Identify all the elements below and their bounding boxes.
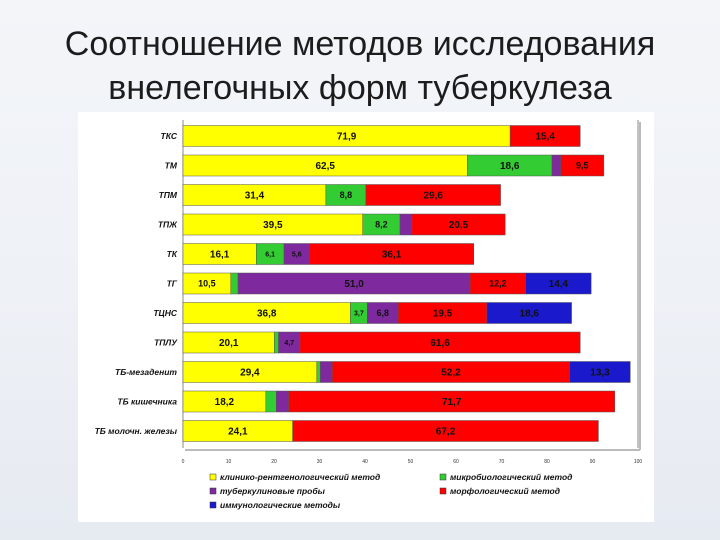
- data-label: 12,2: [489, 279, 507, 289]
- data-label: 10,5: [198, 279, 216, 289]
- legend-label: клинико-рентгенологический метод: [220, 472, 380, 482]
- bar-segment: [288, 390, 616, 413]
- legend-swatch: [439, 487, 447, 495]
- data-label: 18,2: [215, 397, 235, 408]
- category-label: ТБ кишечника: [117, 397, 177, 407]
- data-label: 6,8: [376, 308, 389, 318]
- data-label: 52,2: [441, 368, 461, 379]
- bar-segment: [486, 302, 572, 324]
- data-label: 24,1: [228, 427, 248, 438]
- slide-title-line-2: внелегочных форм туберкулеза: [108, 69, 612, 107]
- category-label: ТМ: [165, 161, 178, 171]
- data-label: 14,4: [549, 279, 569, 290]
- data-label: 16,1: [210, 250, 230, 261]
- data-label: 20,5: [449, 220, 469, 231]
- legend-swatch: [439, 473, 447, 481]
- slide-title-line-1: Соотношение методов исследования: [64, 25, 656, 63]
- category-label: ТБ молочн. железы: [95, 426, 178, 436]
- legend-label: морфологический метод: [450, 486, 560, 496]
- bar-segment: [276, 390, 289, 413]
- x-tick-label: 100: [634, 459, 643, 465]
- chart-panel: ТКС 71,9 15,4 ТМ 62,5 18,6 9,5 ТПМ 31,4 8,8 29,6 ТП…: [78, 112, 654, 522]
- data-label: 62,5: [315, 161, 335, 172]
- category-label: ТПЛУ: [154, 338, 178, 348]
- legend-swatch: [209, 501, 217, 509]
- category-label: ТГ: [167, 279, 178, 289]
- bar-segment: [274, 331, 279, 354]
- data-label: 71,9: [337, 132, 357, 143]
- legend-swatch: [209, 487, 217, 495]
- data-label: 67,2: [436, 427, 456, 438]
- data-label: 18,6: [520, 309, 540, 320]
- data-label: 18,6: [500, 161, 520, 172]
- data-label: 15,4: [535, 132, 555, 143]
- x-tick-label: 60: [453, 459, 459, 465]
- data-label: 61,6: [430, 338, 450, 349]
- data-label: 9,5: [576, 161, 589, 171]
- data-label: 36,1: [382, 250, 402, 261]
- data-label: 20,1: [219, 338, 239, 349]
- bar-segment: [509, 125, 581, 147]
- x-tick-label: 30: [317, 459, 323, 465]
- bar-segment: [569, 361, 631, 383]
- x-tick-label: 70: [499, 459, 505, 465]
- bar-segment: [525, 272, 592, 295]
- category-label: ТПМ: [159, 190, 178, 200]
- slide-title: Соотношение методов исследования внелего…: [0, 22, 720, 110]
- x-tick-label: 90: [590, 459, 596, 465]
- bar-segment: [365, 184, 501, 206]
- category-label: ТБ-мезаденит: [115, 367, 177, 377]
- x-tick-label: 10: [226, 459, 232, 465]
- bar-segment: [299, 331, 581, 354]
- data-label: 39,5: [263, 220, 283, 231]
- data-label: 8,2: [375, 220, 388, 230]
- data-label: 5,6: [292, 251, 302, 258]
- bar-segment: [265, 390, 277, 413]
- category-label: ТПЖ: [158, 220, 178, 230]
- bar-segment: [316, 361, 321, 383]
- bar-segment: [230, 272, 239, 295]
- data-label: 13,3: [590, 368, 610, 379]
- x-tick-label: 50: [408, 459, 414, 465]
- x-tick-label: 40: [362, 459, 368, 465]
- bar-segment: [560, 154, 605, 177]
- x-tick-label: 20: [271, 459, 277, 465]
- data-label: 51,0: [344, 279, 364, 290]
- data-label: 4,7: [284, 340, 294, 347]
- bar-segment: [309, 243, 474, 265]
- bar-segment: [320, 361, 333, 383]
- legend-label: иммунологические методы: [220, 500, 341, 510]
- data-label: 36,8: [257, 309, 277, 320]
- category-label: ТКС: [161, 131, 178, 141]
- legend-label: туберкулиновые пробы: [220, 486, 326, 496]
- data-label: 6,1: [265, 251, 275, 258]
- stacked-bar-chart: ТКС 71,9 15,4 ТМ 62,5 18,6 9,5 ТПМ 31,4 8,8 29,6 ТП…: [95, 120, 643, 510]
- data-label: 8,8: [340, 190, 353, 200]
- data-label: 19,5: [433, 309, 453, 320]
- data-label: 31,4: [245, 191, 265, 202]
- data-label: 71,7: [442, 397, 462, 408]
- data-label: 29,4: [240, 368, 260, 379]
- data-label: 29,6: [424, 191, 444, 202]
- data-label: 3,7: [354, 310, 364, 317]
- bar-segment: [411, 213, 506, 236]
- legend-label: микробиологический метод: [450, 472, 572, 482]
- bar-segment: [292, 420, 599, 442]
- x-tick-label: 80: [544, 459, 550, 465]
- bar-segment: [551, 154, 561, 177]
- legend-swatch: [209, 473, 217, 481]
- category-label: ТК: [167, 249, 178, 259]
- x-tick-label: 0: [182, 459, 185, 465]
- category-label: ТЦНС: [153, 308, 178, 318]
- bar-segment: [399, 213, 413, 236]
